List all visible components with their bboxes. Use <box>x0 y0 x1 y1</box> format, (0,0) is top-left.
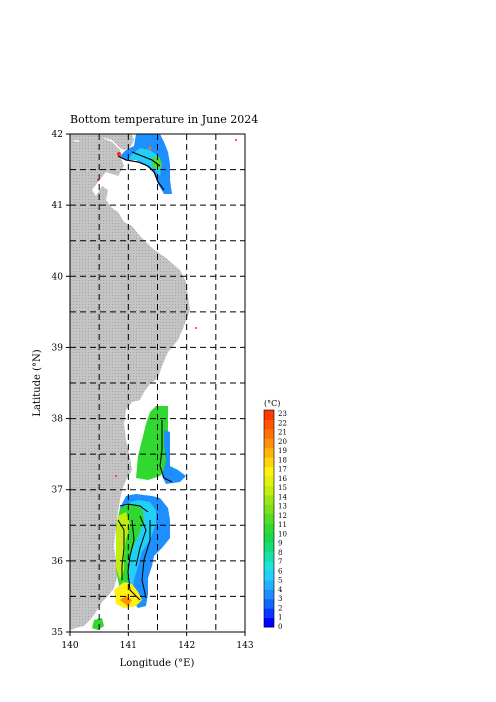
y-tick-label: 36 <box>52 557 64 567</box>
water-joban-orange <box>120 596 132 606</box>
colorbar-label: 23 <box>278 410 287 418</box>
contour-joban <box>117 503 151 601</box>
y-tick-label: 41 <box>52 201 63 211</box>
colorbar-swatch <box>264 504 274 515</box>
colorbar-label: 20 <box>278 438 287 446</box>
colorbar-swatch <box>264 617 274 628</box>
colorbar-label: 4 <box>278 586 283 594</box>
colorbar-swatch <box>264 476 274 486</box>
colorbar-label: 2 <box>278 604 282 612</box>
colorbar-label: 5 <box>278 577 282 585</box>
colorbar-label: 18 <box>278 456 287 464</box>
colorbar-swatch <box>264 466 274 477</box>
x-tick-label: 140 <box>61 641 78 651</box>
colorbar-swatch <box>264 428 274 439</box>
colorbar-swatch <box>264 447 274 458</box>
colorbar-label: 17 <box>278 466 287 474</box>
water-sanriku-deep <box>162 430 186 484</box>
data-point <box>235 139 237 141</box>
colorbar-label: 1 <box>278 614 282 622</box>
colorbar-label: 10 <box>278 530 287 538</box>
colorbar-label: 8 <box>278 549 282 557</box>
x-axis: 140 141 142 143 <box>61 632 254 651</box>
contour-sanriku <box>159 420 173 483</box>
y-tick-label: 35 <box>52 628 64 638</box>
map-title: Bottom temperature in June 2024 <box>70 113 258 126</box>
colorbar-label: 15 <box>278 484 287 492</box>
colorbar-swatch <box>264 513 274 524</box>
colorbar-swatch <box>264 523 274 534</box>
y-tick-label: 37 <box>52 486 64 496</box>
y-tick-label: 38 <box>52 415 64 425</box>
data-point <box>115 475 117 477</box>
colorbar-label: 21 <box>278 429 287 437</box>
water-boso-green <box>92 618 104 630</box>
colorbar-frame <box>263 409 275 628</box>
colorbar-label: 13 <box>278 503 287 511</box>
colorbar-label: 12 <box>278 512 287 520</box>
colorbar-label: 7 <box>278 558 282 566</box>
colorbar-label: 11 <box>278 521 287 529</box>
water-tsugaru-shelf <box>128 148 162 176</box>
land-hokkaido <box>70 134 134 150</box>
colorbar-swatch <box>264 494 274 505</box>
water-tsugaru-warm <box>152 156 162 170</box>
x-tick-label: 143 <box>236 641 253 651</box>
x-axis-label: Longitude (°E) <box>120 658 195 669</box>
water-joban-warm <box>116 512 130 580</box>
water-sanriku-green <box>136 406 168 480</box>
contour-tsugaru <box>117 151 165 191</box>
colorbar-label: 3 <box>278 595 282 603</box>
y-tick-label: 42 <box>52 130 63 140</box>
coastal-point <box>148 146 152 150</box>
colorbar-label: 22 <box>278 419 287 427</box>
x-tick-label: 141 <box>120 641 137 651</box>
colorbar-label: 0 <box>278 623 282 631</box>
colorbar-swatch <box>264 589 274 600</box>
colorbar-swatch <box>264 410 274 420</box>
colorbar-swatch <box>264 598 274 609</box>
colorbar-swatch <box>264 485 274 496</box>
colorbar-label: 9 <box>278 540 282 548</box>
colorbar-swatch <box>264 542 274 553</box>
y-tick-label: 40 <box>52 272 64 282</box>
data-point <box>97 179 99 181</box>
data-point <box>195 327 197 329</box>
colorbar-label: 16 <box>278 475 287 483</box>
colorbar-swatch <box>264 608 274 619</box>
colorbar-swatch <box>264 438 274 449</box>
map-frame <box>69 133 246 633</box>
colorbar-swatch <box>264 570 274 581</box>
colorbar-swatch <box>264 551 274 562</box>
x-tick-label: 142 <box>178 641 195 651</box>
colorbar-swatch <box>264 419 274 430</box>
colorbar-label: 19 <box>278 447 287 455</box>
colorbar-swatch <box>264 560 274 571</box>
colorbar-swatch <box>264 457 274 468</box>
colorbar-unit: (°C) <box>264 399 280 408</box>
colorbar-swatch <box>264 532 274 543</box>
colorbar-label: 6 <box>278 567 283 575</box>
colorbar-swatch <box>264 579 274 590</box>
colorbar-label: 14 <box>278 493 287 501</box>
y-tick-label: 39 <box>52 343 64 353</box>
coastal-point <box>117 152 121 156</box>
y-axis: 35 36 37 38 39 40 41 42 <box>52 130 70 638</box>
y-axis-label: Latitude (°N) <box>32 349 43 416</box>
graticule <box>70 134 245 632</box>
